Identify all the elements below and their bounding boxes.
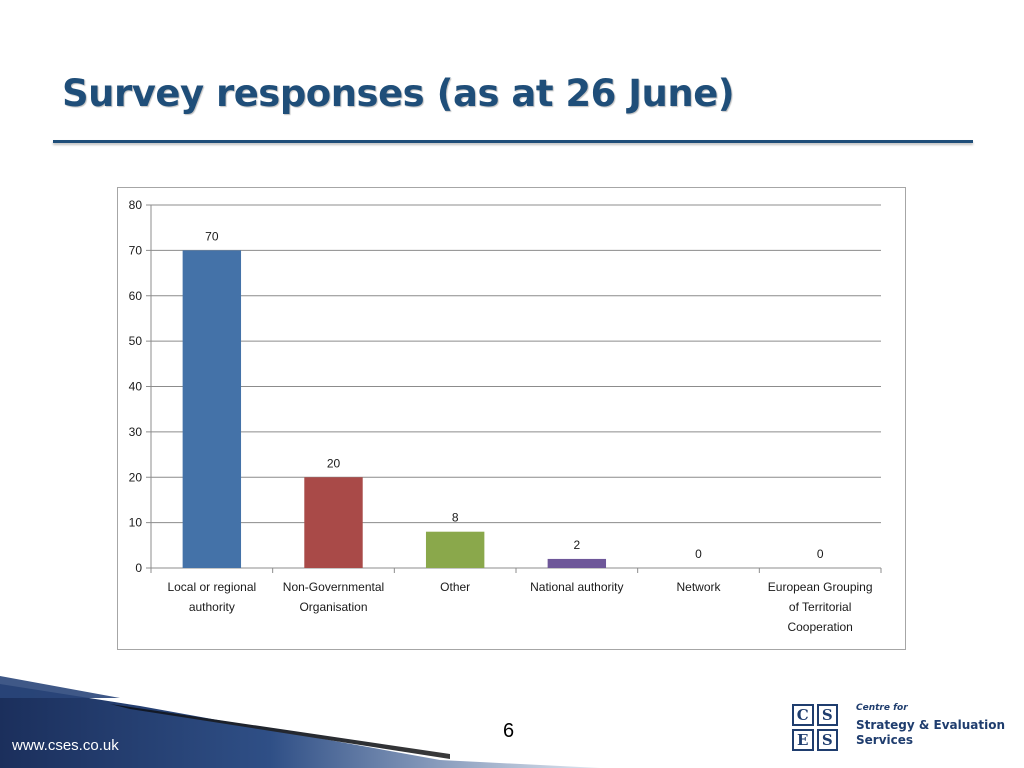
logo-letter: C [792,704,814,726]
bar [425,531,485,568]
logo-letter: S [816,704,838,726]
x-tick-label: Other [440,580,470,594]
bar-chart: 0 10 20 30 40 50 60 70 80 70 Local or regional auth… [117,187,906,650]
bar [304,477,363,568]
data-label: 2 [573,538,580,552]
logo-name-line1: Strategy & Evaluation [856,718,1006,732]
data-label: 8 [452,511,459,525]
logo-letter-grid: C S E S [792,704,838,751]
y-tick-label: 70 [129,243,143,257]
page-number: 6 [503,720,515,742]
cses-logo: C S E S Centre for Strategy & Evaluation… [792,701,1017,751]
y-tick-label: 20 [129,470,143,484]
x-tick-label: Non-Governmental [283,580,384,594]
x-tick-label: Cooperation [787,620,852,634]
x-tick-label: Organisation [299,600,367,614]
bar [547,558,607,568]
bar [182,250,242,568]
y-tick-label: 60 [129,289,143,303]
x-tick-label: European Grouping [768,580,873,594]
title-divider [53,140,973,143]
slide-title: Survey responses (as at 26 June) [62,72,735,115]
x-tick-label: of Territorial [789,600,851,614]
logo-name-line2: Services [856,733,914,747]
y-tick-label: 30 [129,425,143,439]
data-label: 0 [817,547,824,561]
logo-small-text: Centre for [856,703,908,713]
y-tick-label: 50 [129,334,143,348]
y-tick-label: 0 [135,561,142,575]
y-tick-label: 80 [129,198,143,212]
x-tick-label: authority [189,600,235,614]
footer-swoosh-graphic [0,676,600,768]
logo-letter: S [816,729,838,751]
x-tick-label: Local or regional [167,580,256,594]
data-label: 0 [695,547,702,561]
x-tick-label: National authority [530,580,623,594]
logo-letter: E [792,729,814,751]
y-tick-label: 10 [129,516,143,530]
website-link[interactable]: www.cses.co.uk [12,737,119,754]
y-tick-label: 40 [129,380,143,394]
data-label: 20 [327,456,341,470]
data-label: 70 [205,229,219,243]
x-tick-label: Network [676,580,721,594]
